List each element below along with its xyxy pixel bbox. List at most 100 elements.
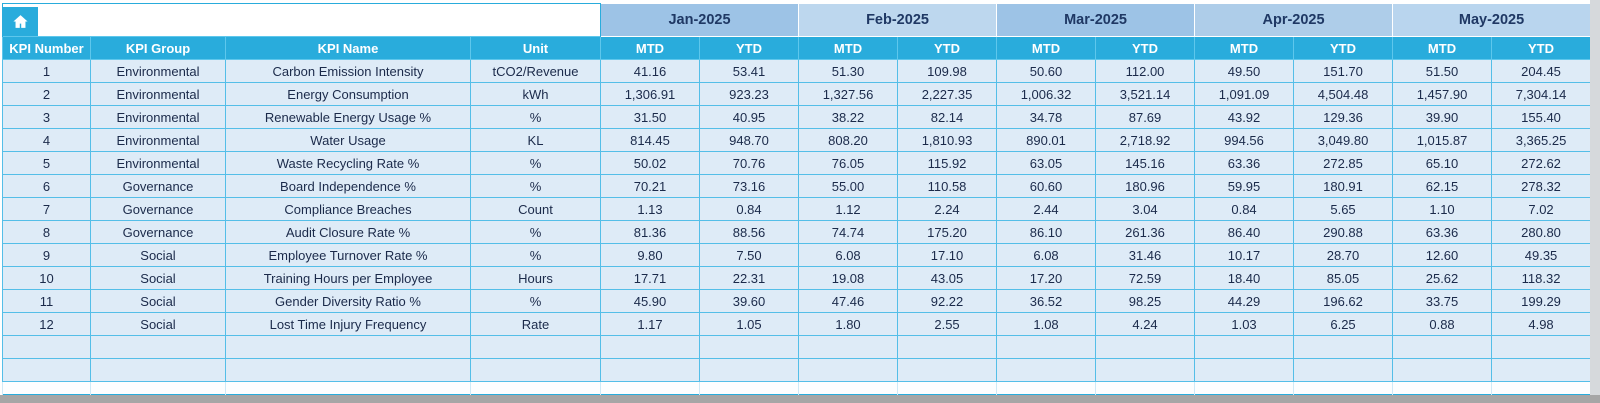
cell-value[interactable]: 814.45 [600,128,700,152]
cell-kpi-unit[interactable]: KL [470,128,601,152]
cell-value[interactable]: 180.96 [1095,174,1196,198]
cell-kpi-group[interactable]: Social [90,289,226,313]
cell-kpi-number[interactable]: 10 [2,266,91,290]
cell-value[interactable]: 196.62 [1293,289,1394,313]
cell-value[interactable]: 1.05 [698,312,800,336]
cell-value[interactable]: 2.44 [996,197,1097,221]
cell-value[interactable]: 948.70 [698,128,800,152]
cell-value[interactable]: 1.13 [600,197,700,221]
cell-kpi-number[interactable]: 8 [2,220,91,244]
subheader-jan-2025-ytd[interactable]: YTD [698,36,800,60]
cell-value[interactable]: 3,049.80 [1293,128,1394,152]
column-header-kpi-group[interactable]: KPI Group [90,36,226,60]
cell-value[interactable]: 63.36 [1392,220,1493,244]
cell-value[interactable]: 890.01 [996,128,1097,152]
cell-value[interactable]: 25.62 [1392,266,1493,290]
cell-value[interactable]: 1,091.09 [1194,82,1295,106]
empty-cell[interactable] [1095,335,1196,359]
cell-kpi-unit[interactable]: % [470,105,601,129]
cell-value[interactable]: 1,306.91 [600,82,700,106]
cell-value[interactable]: 98.25 [1095,289,1196,313]
cell-value[interactable]: 81.36 [600,220,700,244]
empty-cell[interactable] [698,358,800,382]
cell-value[interactable]: 43.92 [1194,105,1295,129]
cell-kpi-name[interactable]: Water Usage [225,128,471,152]
cell-kpi-name[interactable]: Energy Consumption [225,82,471,106]
empty-cell[interactable] [996,335,1097,359]
cell-kpi-group[interactable]: Environmental [90,105,226,129]
cell-kpi-name[interactable]: Waste Recycling Rate % [225,151,471,175]
month-header-feb-2025[interactable]: Feb-2025 [798,3,998,37]
cell-value[interactable]: 85.05 [1293,266,1394,290]
cell-kpi-unit[interactable]: % [470,289,601,313]
subheader-mar-2025-mtd[interactable]: MTD [996,36,1097,60]
cell-value[interactable]: 6.25 [1293,312,1394,336]
column-header-kpi-number[interactable]: KPI Number [2,36,91,60]
cell-value[interactable]: 86.10 [996,220,1097,244]
cell-value[interactable]: 60.60 [996,174,1097,198]
cell-value[interactable]: 31.46 [1095,243,1196,267]
cell-kpi-name[interactable]: Renewable Energy Usage % [225,105,471,129]
cell-value[interactable]: 17.10 [897,243,998,267]
cell-kpi-unit[interactable]: % [470,220,601,244]
cell-value[interactable]: 112.00 [1095,59,1196,83]
cell-value[interactable]: 923.23 [698,82,800,106]
cell-value[interactable]: 53.41 [698,59,800,83]
cell-kpi-number[interactable]: 9 [2,243,91,267]
cell-value[interactable]: 4,504.48 [1293,82,1394,106]
cell-value[interactable]: 43.05 [897,266,998,290]
column-header-kpi-name[interactable]: KPI Name [225,36,471,60]
cell-value[interactable]: 110.58 [897,174,998,198]
empty-cell[interactable] [798,335,899,359]
cell-value[interactable]: 76.05 [798,151,899,175]
cell-value[interactable]: 12.60 [1392,243,1493,267]
cell-value[interactable]: 39.90 [1392,105,1493,129]
cell-value[interactable]: 0.88 [1392,312,1493,336]
empty-cell[interactable] [470,381,601,395]
cell-value[interactable]: 1.80 [798,312,899,336]
cell-kpi-number[interactable]: 6 [2,174,91,198]
cell-value[interactable]: 70.76 [698,151,800,175]
cell-value[interactable]: 2,718.92 [1095,128,1196,152]
cell-value[interactable]: 1.17 [600,312,700,336]
cell-value[interactable]: 34.78 [996,105,1097,129]
subheader-feb-2025-mtd[interactable]: MTD [798,36,899,60]
cell-value[interactable]: 10.17 [1194,243,1295,267]
cell-value[interactable]: 175.20 [897,220,998,244]
cell-value[interactable]: 2,227.35 [897,82,998,106]
cell-kpi-number[interactable]: 7 [2,197,91,221]
subheader-may-2025-mtd[interactable]: MTD [1392,36,1493,60]
month-header-may-2025[interactable]: May-2025 [1392,3,1592,37]
cell-kpi-name[interactable]: Board Independence % [225,174,471,198]
cell-value[interactable]: 31.50 [600,105,700,129]
empty-cell[interactable] [698,381,800,395]
cell-value[interactable]: 1,810.93 [897,128,998,152]
cell-value[interactable]: 87.69 [1095,105,1196,129]
cell-kpi-number[interactable]: 3 [2,105,91,129]
cell-value[interactable]: 65.10 [1392,151,1493,175]
cell-value[interactable]: 6.08 [996,243,1097,267]
cell-value[interactable]: 38.22 [798,105,899,129]
empty-cell[interactable] [897,358,998,382]
cell-value[interactable]: 4.24 [1095,312,1196,336]
cell-value[interactable]: 63.05 [996,151,1097,175]
cell-value[interactable]: 2.55 [897,312,998,336]
cell-kpi-number[interactable]: 1 [2,59,91,83]
cell-value[interactable]: 39.60 [698,289,800,313]
cell-value[interactable]: 1,327.56 [798,82,899,106]
cell-kpi-group[interactable]: Social [90,266,226,290]
cell-kpi-group[interactable]: Environmental [90,59,226,83]
cell-value[interactable]: 28.70 [1293,243,1394,267]
cell-value[interactable]: 50.60 [996,59,1097,83]
empty-cell[interactable] [798,381,899,395]
cell-value[interactable]: 50.02 [600,151,700,175]
cell-value[interactable]: 49.50 [1194,59,1295,83]
cell-value[interactable]: 129.36 [1293,105,1394,129]
cell-value[interactable]: 82.14 [897,105,998,129]
empty-cell[interactable] [225,358,471,382]
empty-cell[interactable] [897,335,998,359]
cell-value[interactable]: 2.24 [897,197,998,221]
cell-value[interactable]: 0.84 [1194,197,1295,221]
empty-cell[interactable] [698,335,800,359]
cell-value[interactable]: 261.36 [1095,220,1196,244]
